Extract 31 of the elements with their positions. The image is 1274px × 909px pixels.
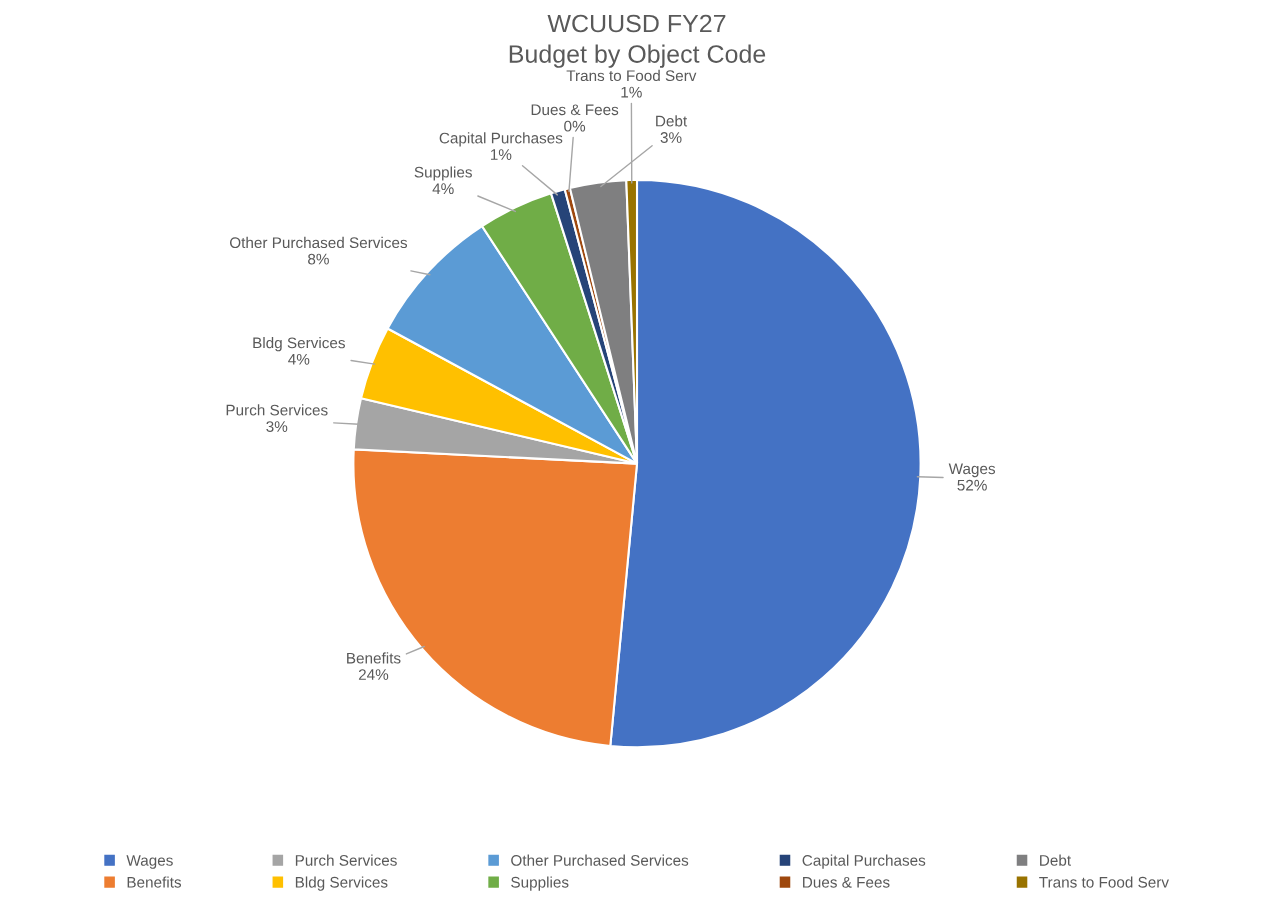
legend-label: Capital Purchases [802, 854, 926, 869]
slice-label: Trans to Food Serv [566, 69, 697, 82]
data-label: 1% [490, 149, 512, 160]
data-label: 24% [358, 669, 389, 680]
data-label: 0% [564, 120, 586, 132]
slice-label: Wages [948, 463, 996, 478]
slice-label: Capital Purchases [439, 132, 563, 147]
legend-label: Benefits [127, 876, 182, 888]
legend-label: Trans to Food Serv [1039, 876, 1169, 888]
slice-label: Other Purchased Services [229, 236, 408, 249]
data-label: 4% [288, 353, 310, 365]
legend-label: Wages [126, 855, 173, 869]
legend-label: Purch Services [295, 854, 397, 866]
data-label: 8% [308, 253, 329, 265]
data-label: 3% [660, 132, 682, 143]
data-label: 3% [266, 421, 288, 432]
legend-label: Other Purchased Services [511, 854, 689, 866]
data-label: 4% [432, 183, 454, 194]
legend-label: Supplies [511, 876, 569, 891]
chart-title: WCUUSD FY27 Budget by Object Code [509, 14, 766, 68]
data-label: 1% [621, 86, 642, 98]
data-label: 52% [957, 479, 987, 491]
slice-label: Purch Services [226, 404, 328, 416]
slice-label: Supplies [414, 166, 472, 181]
slice-label: Dues & Fees [531, 104, 619, 116]
slice-label: Debt [656, 115, 688, 127]
slice-label: Bldg Services [253, 337, 345, 352]
legend-label: Bldg Services [295, 876, 388, 891]
legend-label: Debt [1040, 854, 1071, 866]
legend-label: Dues & Fees [803, 876, 890, 888]
slice-label: Benefits [347, 652, 401, 664]
